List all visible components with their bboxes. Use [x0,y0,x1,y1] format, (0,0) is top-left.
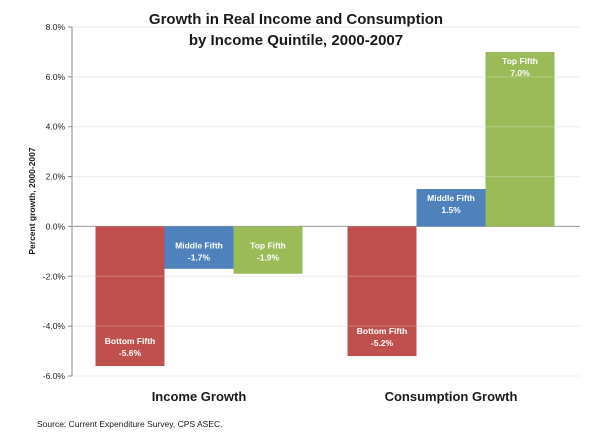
bar-value-label: 1.5% [441,205,461,215]
y-tick-label: 6.0% [46,72,66,82]
bar-series-label: Bottom Fifth [357,326,408,336]
bar-series-label: Top Fifth [502,56,538,66]
bar-value-label: -5.6% [119,348,142,358]
bar-series-label: Top Fifth [250,240,286,250]
bar-top-fifth [485,51,555,227]
chart-title-line-1: Growth in Real Income and Consumption [149,11,443,28]
bar-series-label: Middle Fifth [427,193,475,203]
y-axis-title: Percent growth, 2000-2007 [27,147,37,255]
category-label: Consumption Growth [385,389,518,404]
bar-series-label: Middle Fifth [175,240,223,250]
bar-middle-fifth [164,226,234,269]
bars [72,26,580,377]
bar-labels: Bottom Fifth -5.6% Bottom Fifth -5.2% Middle… [105,56,538,358]
bar-top-fifth [233,226,303,274]
bar-value-label: -5.2% [371,338,394,348]
y-tick-label: 0.0% [46,221,66,231]
bar-bottom-fifth [347,226,417,357]
y-tick-label: 8.0% [46,22,66,32]
y-tick-label: -6.0% [43,371,66,381]
bar-bottom-fifth [95,226,165,367]
bar-middle-fifth [416,189,486,227]
category-labels: Income Growth Consumption Growth [152,389,518,404]
source-note: Source: Current Expenditure Survey, CPS … [37,419,223,429]
bar-value-label: -1.9% [257,252,280,262]
chart-title-line-2: by Income Quintile, 2000-2007 [189,32,403,49]
y-tick-label: -4.0% [43,321,66,331]
bar-series-label: Bottom Fifth [105,336,156,346]
y-tick-label: 4.0% [46,122,66,132]
bar-value-label: -1.7% [188,252,211,262]
y-tick-label: -2.0% [43,271,66,281]
bar-value-label: 7.0% [510,68,530,78]
category-label: Income Growth [152,389,247,404]
y-tick-label: 2.0% [46,172,66,182]
